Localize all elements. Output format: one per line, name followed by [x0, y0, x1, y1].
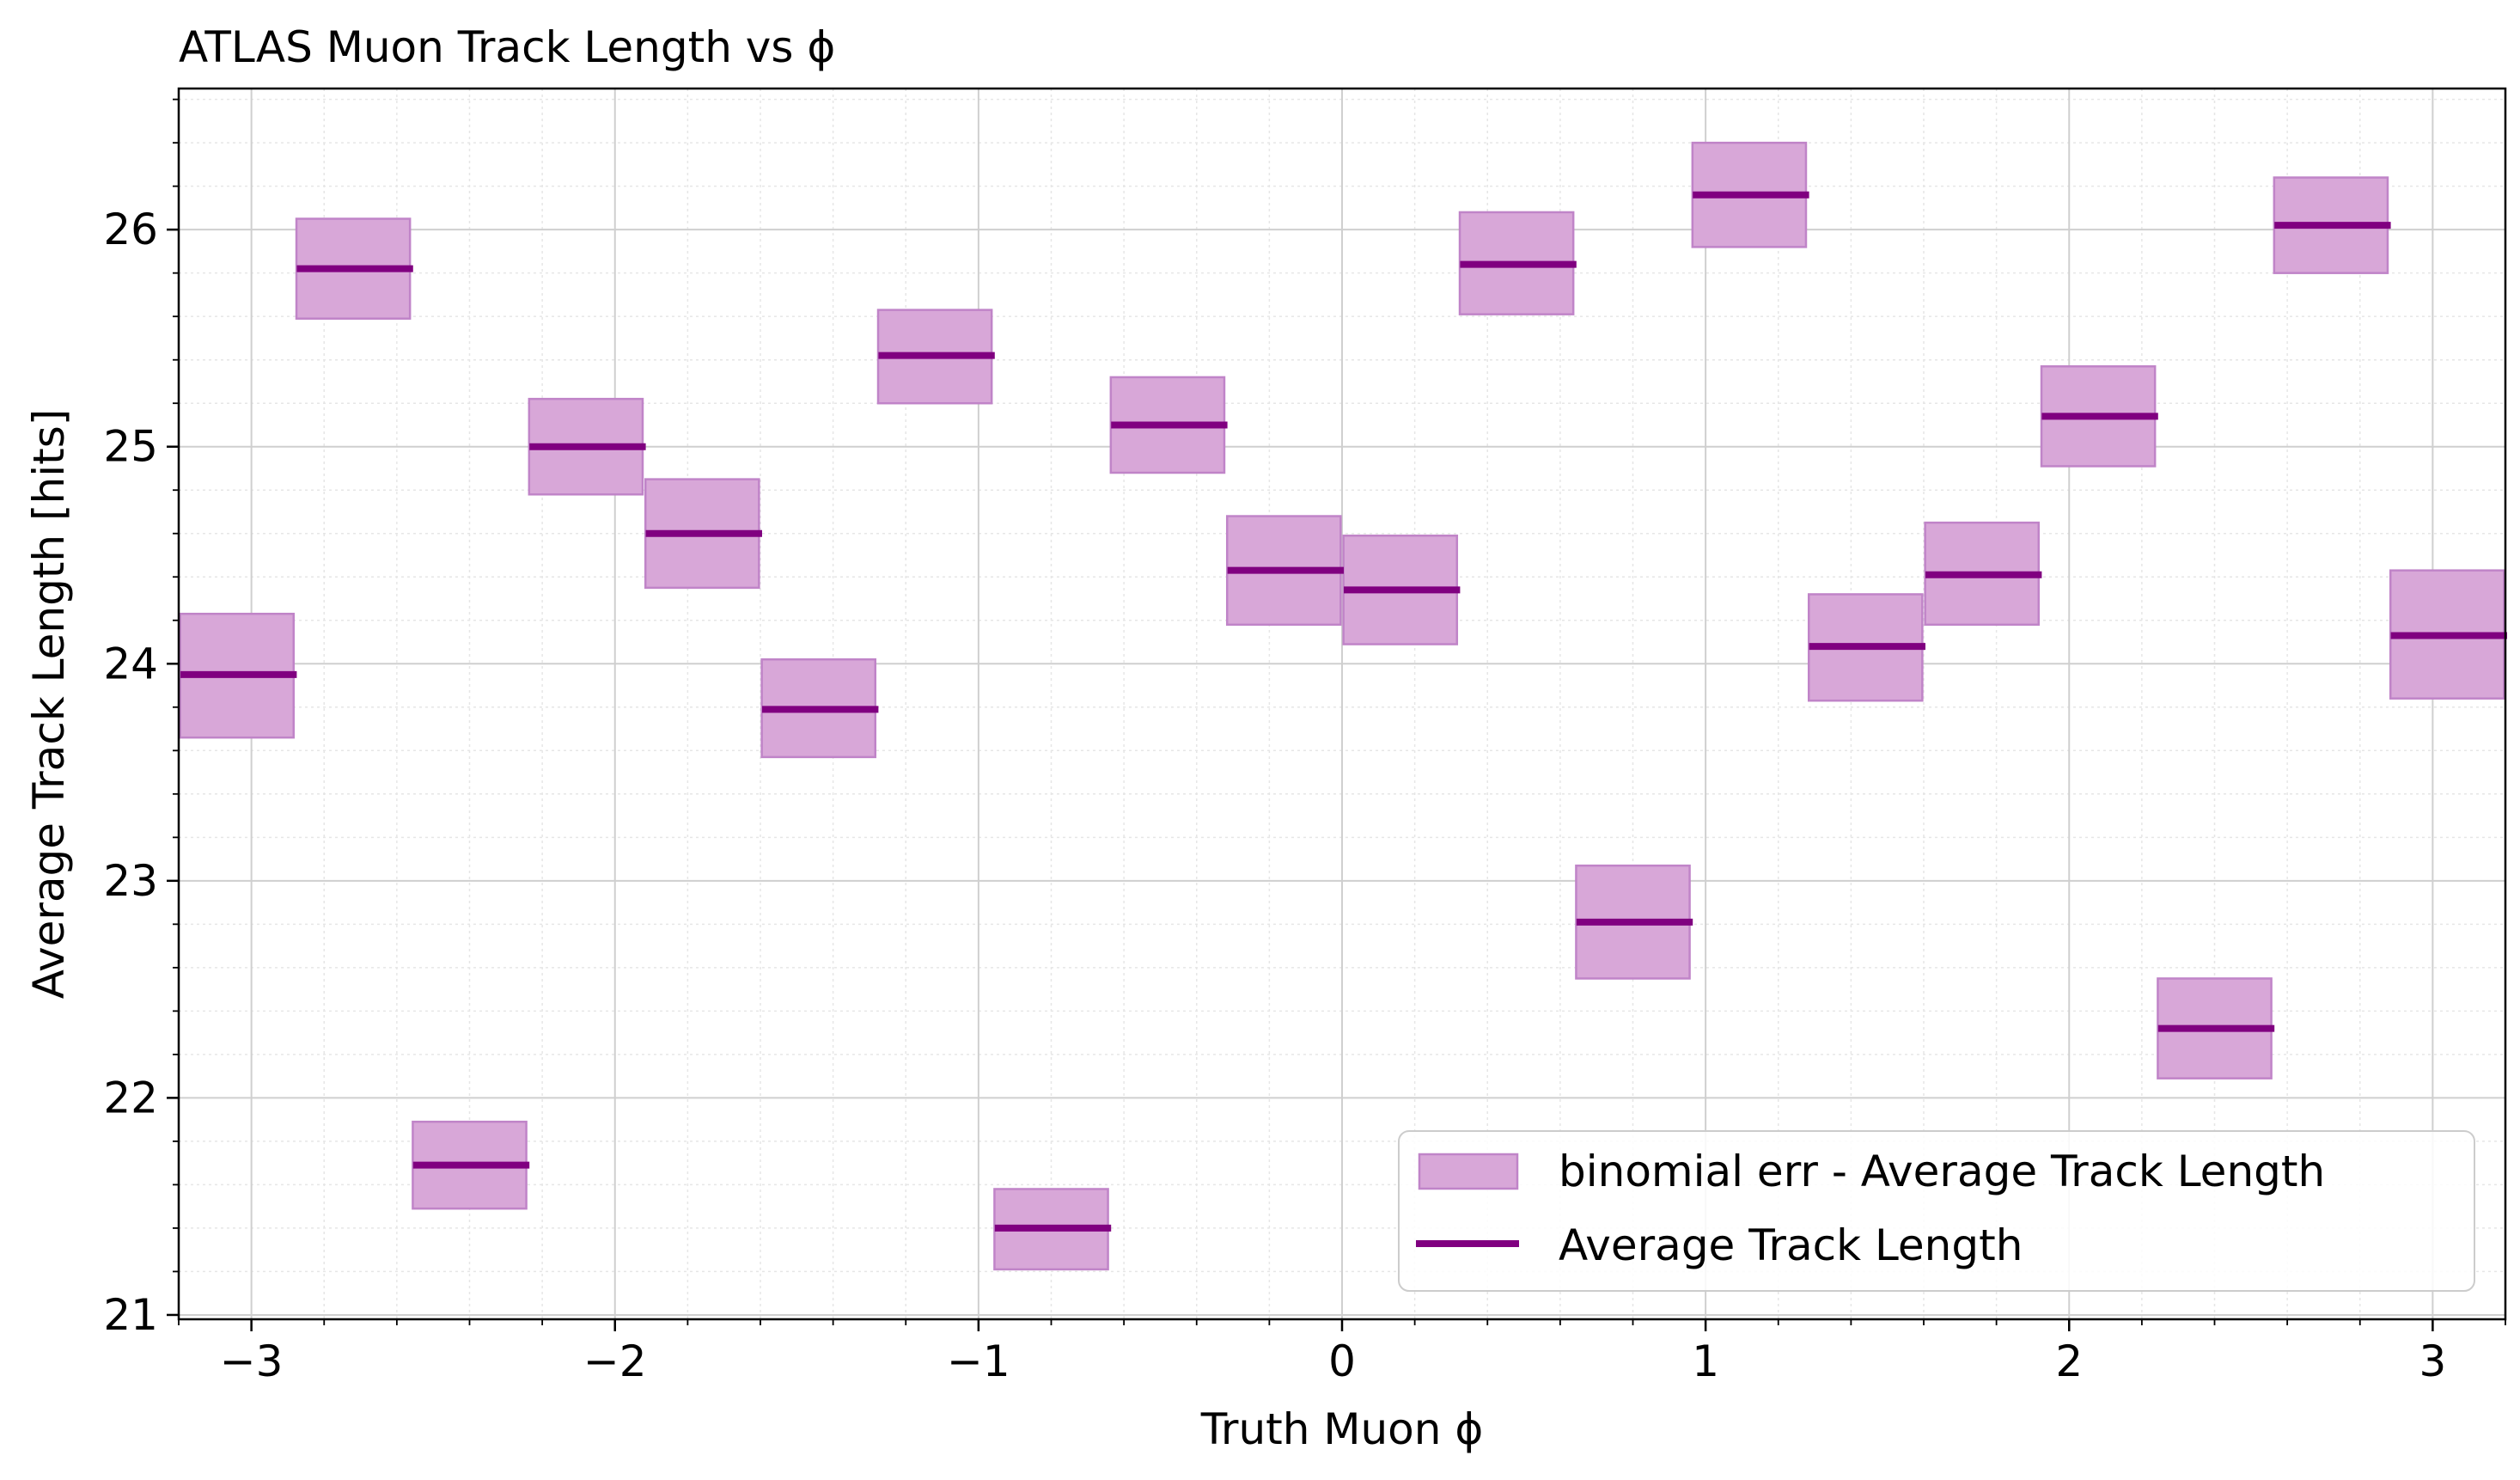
- y-axis-label: Average Track Length [hits]: [24, 409, 74, 1000]
- x-axis-label: Truth Muon ϕ: [1200, 1404, 1484, 1454]
- legend-error-swatch: [1418, 1153, 1519, 1190]
- x-axis-ticks: −3 −2 −1 0 1 2 3: [178, 1319, 2506, 1386]
- y-tick-label: 26: [103, 205, 158, 254]
- legend-label-mean: Average Track Length: [1559, 1220, 2023, 1270]
- legend-frame: [1398, 1130, 2475, 1292]
- x-tick-label: −1: [947, 1336, 1010, 1386]
- x-tick-label: −3: [220, 1336, 284, 1386]
- y-tick-label: 24: [103, 639, 158, 688]
- y-tick-label: 23: [103, 856, 158, 906]
- y-tick-label: 22: [103, 1073, 158, 1122]
- x-tick-label: 3: [2419, 1336, 2446, 1386]
- mean-lines: [180, 191, 2507, 1232]
- x-tick-label: 1: [1692, 1336, 1719, 1386]
- legend-label-error: binomial err - Average Track Length: [1559, 1147, 2325, 1196]
- x-tick-label: 2: [2055, 1336, 2083, 1386]
- y-tick-label: 21: [103, 1290, 158, 1340]
- y-axis-ticks: 21 22 23 24 25 26: [103, 98, 179, 1340]
- legend: binomial err - Average Track Length Aver…: [1398, 1130, 2475, 1292]
- x-tick-label: 0: [1328, 1336, 1356, 1386]
- x-tick-label: −2: [583, 1336, 647, 1386]
- y-tick-label: 25: [103, 422, 158, 472]
- chart-title: ATLAS Muon Track Length vs ϕ: [179, 22, 835, 72]
